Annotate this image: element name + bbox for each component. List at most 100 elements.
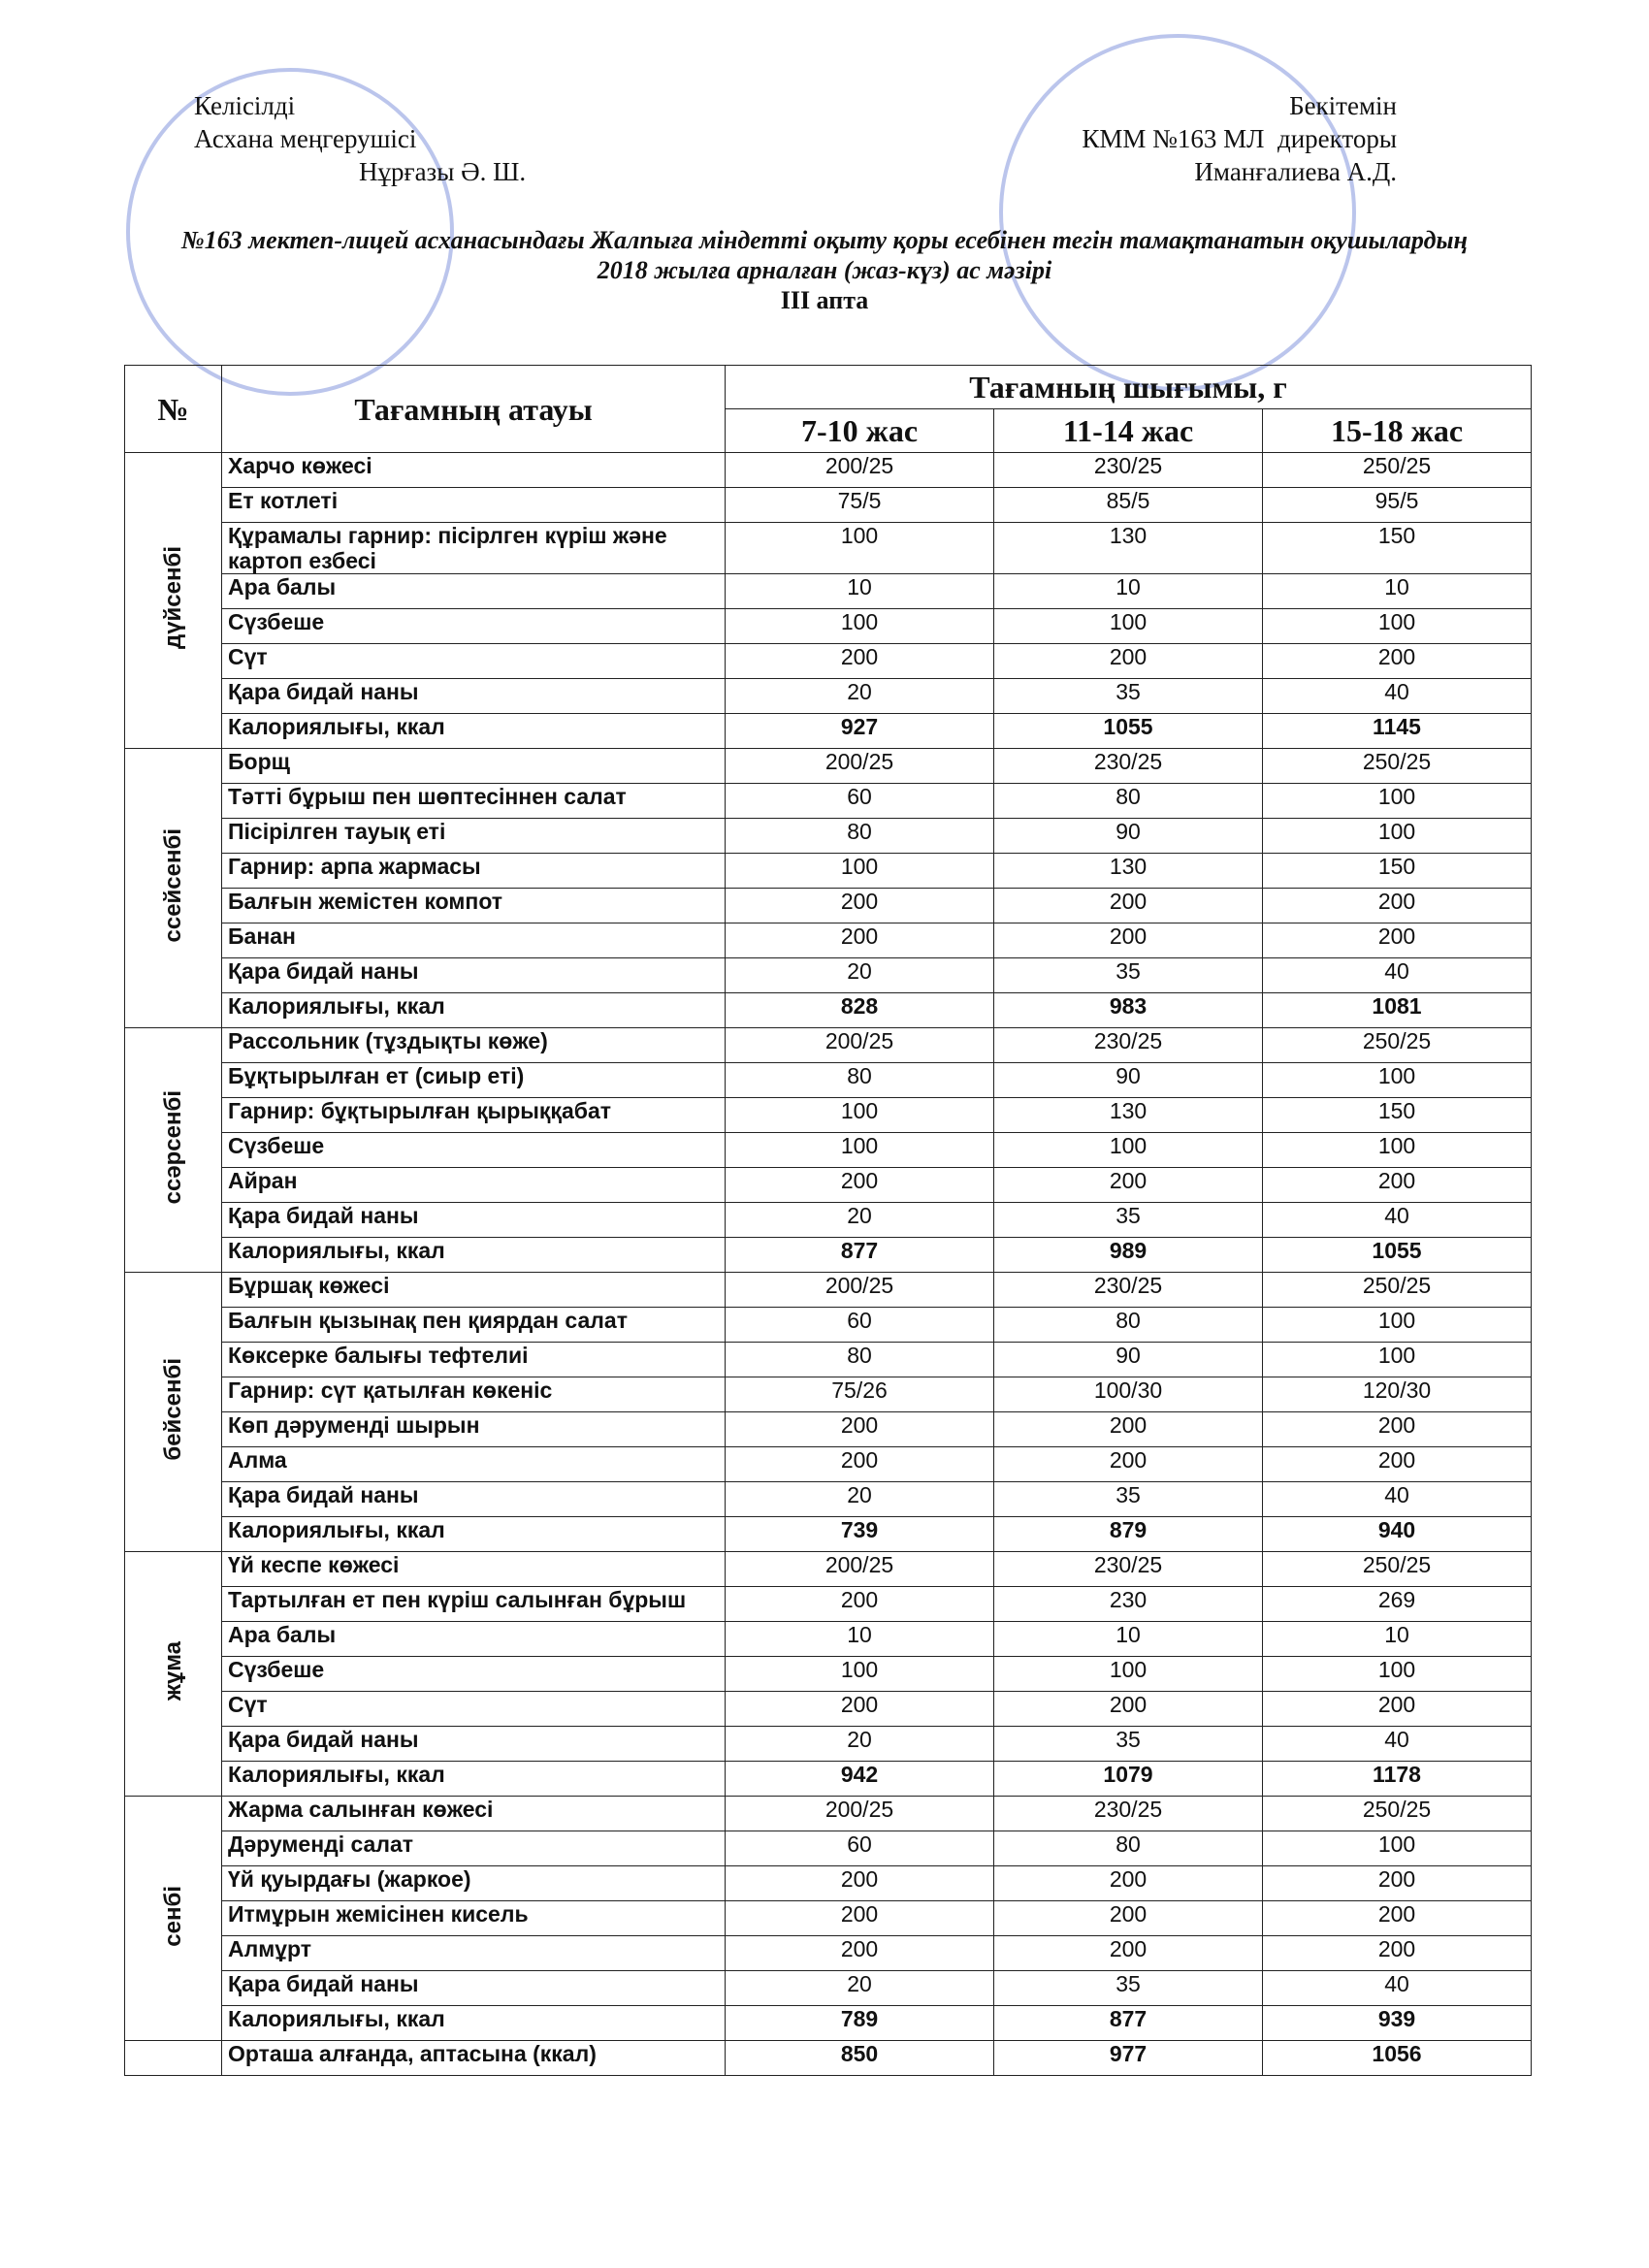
portion: 100/30 bbox=[993, 1377, 1263, 1412]
dish-name: Қара бидай наны bbox=[221, 1202, 726, 1238]
portion: 200 bbox=[1261, 1167, 1533, 1203]
portion: 200 bbox=[1261, 923, 1533, 958]
portion: 100 bbox=[993, 1132, 1263, 1168]
menu-row: бейсенбі Бұршақ көжесі 200/25 230/25 250/25 bbox=[124, 1272, 1533, 1552]
portion: 200 bbox=[725, 1446, 994, 1482]
dish-name: Қара бидай наны bbox=[221, 1726, 726, 1762]
portion: 20 bbox=[725, 1481, 994, 1517]
day-cell: дүйсенбі bbox=[124, 452, 222, 749]
portion: 269 bbox=[1261, 1586, 1533, 1622]
portion: 200 bbox=[993, 1900, 1263, 1936]
approval-line: Иманғалиева А.Д. bbox=[1194, 157, 1397, 186]
portion: 95/5 bbox=[1261, 487, 1533, 523]
approval-line: Бекітемін bbox=[1289, 91, 1397, 120]
menu-row: Калориялығы, ккал 942 1079 1178 bbox=[125, 1761, 1533, 1797]
portion: 200/25 bbox=[725, 748, 994, 784]
age-header: 15-18 жас bbox=[1261, 408, 1533, 453]
dish-name: Гарнир: сүт қатылған көкеніс bbox=[221, 1377, 726, 1412]
portion: 200 bbox=[725, 643, 994, 679]
portion: 200 bbox=[725, 1411, 994, 1447]
day-name: сенбі bbox=[159, 1885, 186, 1947]
dish-name: Құрамалы гарнир: пісірлген күріш және ка… bbox=[221, 522, 726, 574]
portion: 100 bbox=[1261, 1062, 1533, 1098]
menu-row: Калориялығы, ккал 877 989 1055 bbox=[125, 1237, 1533, 1273]
portion: 200/25 bbox=[725, 1551, 994, 1587]
day-name: бейсенбі bbox=[159, 1358, 186, 1461]
portion: 828 bbox=[725, 992, 994, 1028]
dish-name: Гарнир: арпа жармасы bbox=[221, 853, 726, 889]
dish-name: Көксерке балығы тефтелиі bbox=[221, 1342, 726, 1377]
portion: 200 bbox=[1261, 1900, 1533, 1936]
dish-name: Ара балы bbox=[221, 1621, 726, 1657]
dish-name: Банан bbox=[221, 923, 726, 958]
menu-row: Көксерке балығы тефтелиі 80 90 100 bbox=[125, 1342, 1533, 1377]
dish-name: Гарнир: бұқтырылған қырыққабат bbox=[221, 1097, 726, 1133]
dish-name: Калориялығы, ккал bbox=[221, 1516, 726, 1552]
portion: 100 bbox=[1261, 818, 1533, 854]
menu-row: Қара бидай наны 20 35 40 bbox=[125, 1726, 1533, 1762]
portion: 20 bbox=[725, 678, 994, 714]
dish-name: Айран bbox=[221, 1167, 726, 1203]
portion: 200 bbox=[993, 1167, 1263, 1203]
portion: 75/26 bbox=[725, 1377, 994, 1412]
portion: 230 bbox=[993, 1586, 1263, 1622]
dish-name: Алма bbox=[221, 1446, 726, 1482]
portion: 100 bbox=[1261, 1132, 1533, 1168]
portion: 100 bbox=[1261, 608, 1533, 644]
dish-name: Қара бидай наны bbox=[221, 678, 726, 714]
portion: 200 bbox=[993, 1691, 1263, 1727]
dish-name: Үй қуырдағы (жаркое) bbox=[221, 1865, 726, 1901]
menu-row: Калориялығы, ккал 828 983 1081 bbox=[125, 992, 1533, 1028]
menu-row: дүйсенбі Харчо көжесі 200/25 230/25 250/25 bbox=[124, 452, 1533, 749]
portion: 150 bbox=[1261, 522, 1533, 574]
menu-table: № Тағамның атауы Тағамның шығымы, г 7-10 жа… bbox=[124, 365, 1533, 2076]
portion: 40 bbox=[1261, 1481, 1533, 1517]
portion: 20 bbox=[725, 957, 994, 993]
portion: 10 bbox=[1261, 573, 1533, 609]
portion: 35 bbox=[993, 1970, 1263, 2006]
dish-name: Орташа алғанда, аптасына (ккал) bbox=[221, 2040, 726, 2076]
portion: 40 bbox=[1261, 1726, 1533, 1762]
day-cell: ссәрсенбі bbox=[124, 1027, 222, 1273]
portion: 100 bbox=[1261, 1342, 1533, 1377]
portion: 200 bbox=[725, 1935, 994, 1971]
portion: 35 bbox=[993, 957, 1263, 993]
portion: 230/25 bbox=[993, 748, 1263, 784]
portion: 120/30 bbox=[1261, 1377, 1533, 1412]
portion: 250/25 bbox=[1261, 748, 1533, 784]
menu-row: Алма 200 200 200 bbox=[125, 1446, 1533, 1482]
portion: 150 bbox=[1261, 1097, 1533, 1133]
portion: 879 bbox=[993, 1516, 1263, 1552]
menu-row: Банан 200 200 200 bbox=[125, 923, 1533, 958]
menu-row: Гарнир: сүт қатылған көкеніс 75/26 100/30 1… bbox=[125, 1377, 1533, 1412]
day-cell: бейсенбі bbox=[124, 1272, 222, 1552]
menu-row: Пісірілген тауық еті 80 90 100 bbox=[125, 818, 1533, 854]
day-cell: жұма bbox=[124, 1551, 222, 1797]
portion: 989 bbox=[993, 1237, 1263, 1273]
header-row: 7-10 жас 11-14 жас 15-18 жас bbox=[125, 408, 1533, 453]
portion: 100 bbox=[993, 1656, 1263, 1692]
menu-row: Қара бидай наны 20 35 40 bbox=[125, 957, 1533, 993]
portion: 40 bbox=[1261, 678, 1533, 714]
portion: 200/25 bbox=[725, 452, 994, 488]
portion: 200 bbox=[725, 923, 994, 958]
menu-row: Балғын жемістен компот 200 200 200 bbox=[125, 888, 1533, 923]
portion: 200 bbox=[725, 1900, 994, 1936]
portion: 1056 bbox=[1261, 2040, 1533, 2076]
portion: 40 bbox=[1261, 957, 1533, 993]
portion: 250/25 bbox=[1261, 452, 1533, 488]
portion: 1055 bbox=[1261, 1237, 1533, 1273]
portion: 200 bbox=[993, 643, 1263, 679]
dish-name: Үй кеспе көжесі bbox=[221, 1551, 726, 1587]
menu-row: Сүзбеше 100 100 100 bbox=[125, 1656, 1533, 1692]
day-name: ссәрсенбі bbox=[159, 1090, 186, 1205]
dish-name: Калориялығы, ккал bbox=[221, 2005, 726, 2041]
portion: 60 bbox=[725, 783, 994, 819]
menu-row: Сүзбеше 100 100 100 bbox=[125, 608, 1533, 644]
portion: 200 bbox=[993, 1935, 1263, 1971]
portion: 20 bbox=[725, 1970, 994, 2006]
approval-right: Бекітемін КММ №163 МЛ директоры Иманғали… bbox=[1067, 89, 1397, 188]
portion: 90 bbox=[993, 818, 1263, 854]
menu-row: Итмұрын жемісінен кисель 200 200 200 bbox=[125, 1900, 1533, 1936]
portion: 130 bbox=[993, 853, 1263, 889]
